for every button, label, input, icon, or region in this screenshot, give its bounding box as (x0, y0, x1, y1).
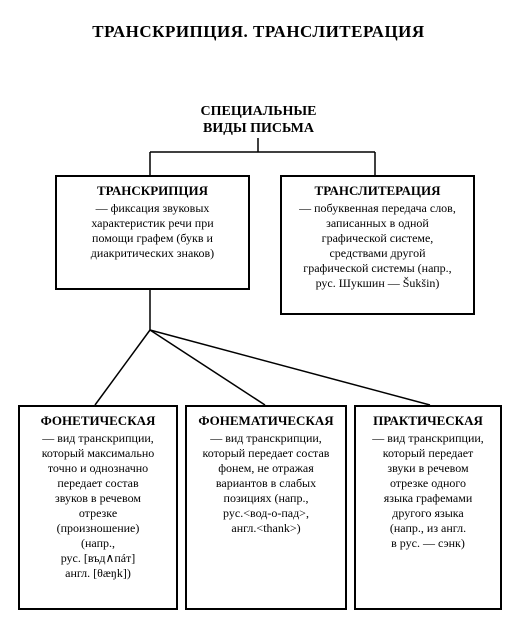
node-phonetic-title: ФОНЕТИЧЕСКАЯ (28, 413, 168, 429)
node-phonematic-title: ФОНЕМАТИЧЕСКАЯ (195, 413, 337, 429)
node-phonematic-body: — вид транскрипции, который передает сос… (195, 431, 337, 536)
node-phonetic-body: — вид транскрипции, который максимально … (28, 431, 168, 581)
edge-to-phonetic (95, 330, 150, 405)
node-transliteration-body: — побуквенная передача слов, записанных … (290, 201, 465, 291)
page-title: ТРАНСКРИПЦИЯ. ТРАНСЛИТЕРАЦИЯ (0, 22, 517, 42)
node-practical-body: — вид транскрипции, который передает зву… (364, 431, 492, 551)
node-transcription: ТРАНСКРИПЦИЯ — фиксация звуковых характе… (55, 175, 250, 290)
node-practical-title: ПРАКТИЧЕСКАЯ (364, 413, 492, 429)
node-transcription-title: ТРАНСКРИПЦИЯ (65, 183, 240, 199)
node-transcription-body: — фиксация звуковых характеристик речи п… (65, 201, 240, 261)
root-node: СПЕЦИАЛЬНЫЕ ВИДЫ ПИСЬМА (201, 104, 317, 138)
edge-to-phonematic (150, 330, 265, 405)
node-practical: ПРАКТИЧЕСКАЯ — вид транскрипции, который… (354, 405, 502, 610)
diagram-root: ТРАНСКРИПЦИЯ. ТРАНСЛИТЕРАЦИЯ СПЕЦИАЛЬНЫЕ… (0, 0, 517, 640)
edge-to-practical (150, 330, 430, 405)
node-transliteration: ТРАНСЛИТЕРАЦИЯ — побуквенная передача сл… (280, 175, 475, 315)
node-phonematic: ФОНЕМАТИЧЕСКАЯ — вид транскрипции, котор… (185, 405, 347, 610)
node-transliteration-title: ТРАНСЛИТЕРАЦИЯ (290, 183, 465, 199)
node-phonetic: ФОНЕТИЧЕСКАЯ — вид транскрипции, который… (18, 405, 178, 610)
